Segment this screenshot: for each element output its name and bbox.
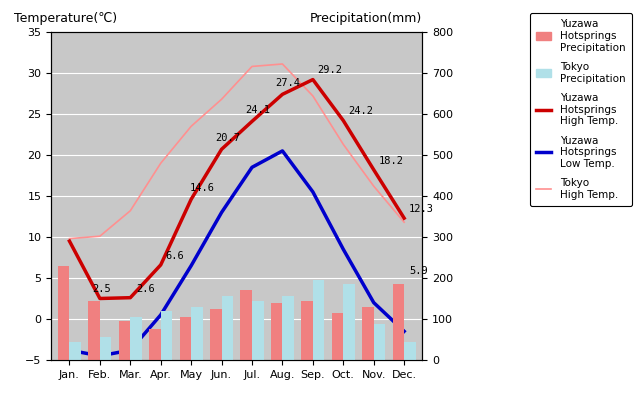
Bar <box>119 321 131 360</box>
Bar <box>149 329 161 360</box>
Bar <box>180 317 191 360</box>
Bar <box>301 300 313 360</box>
Bar <box>58 266 70 360</box>
Bar <box>131 317 142 360</box>
Text: 2.6: 2.6 <box>136 284 154 294</box>
Bar <box>241 290 252 360</box>
Bar <box>70 342 81 360</box>
Bar <box>332 313 343 360</box>
Bar <box>191 307 203 360</box>
Bar <box>343 284 355 360</box>
Text: 29.2: 29.2 <box>317 66 342 76</box>
Bar <box>252 300 264 360</box>
Bar <box>313 280 324 360</box>
Bar <box>271 302 282 360</box>
Text: 2.5: 2.5 <box>92 284 111 294</box>
Text: 12.3: 12.3 <box>409 204 434 214</box>
Text: 27.4: 27.4 <box>276 78 301 88</box>
Text: 24.2: 24.2 <box>348 106 373 116</box>
Text: 6.6: 6.6 <box>165 251 184 261</box>
Text: Precipitation(mm): Precipitation(mm) <box>310 12 422 26</box>
Bar <box>392 284 404 360</box>
Text: 20.7: 20.7 <box>215 133 240 143</box>
Text: Temperature(℃): Temperature(℃) <box>14 12 117 26</box>
Text: 14.6: 14.6 <box>189 183 214 193</box>
Bar <box>221 296 233 360</box>
Bar <box>404 342 416 360</box>
Legend: Yuzawa
Hotsprings
Precipitation, Tokyo
Precipitation, Yuzawa
Hotsprings
High Tem: Yuzawa Hotsprings Precipitation, Tokyo P… <box>529 13 632 206</box>
Bar <box>88 300 100 360</box>
Bar <box>282 296 294 360</box>
Bar <box>210 309 221 360</box>
Text: 24.1: 24.1 <box>245 105 270 115</box>
Bar <box>100 338 111 360</box>
Text: 18.2: 18.2 <box>378 156 403 166</box>
Text: 5.9: 5.9 <box>410 266 428 276</box>
Bar <box>374 324 385 360</box>
Bar <box>161 311 172 360</box>
Bar <box>362 307 374 360</box>
